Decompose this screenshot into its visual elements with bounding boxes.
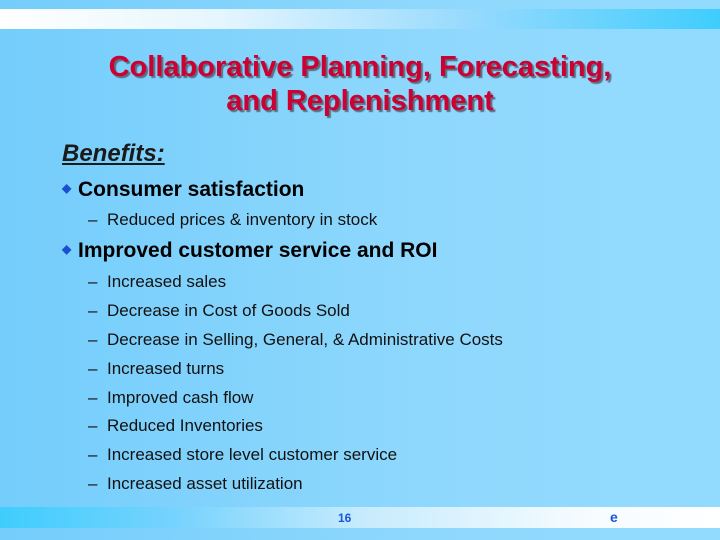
- title-line-1: Collaborative Planning, Forecasting,: [108, 51, 612, 83]
- dash-icon: –: [88, 416, 98, 435]
- bullet-text: Improved customer service and ROI: [78, 239, 438, 262]
- sub-item: – Increased store level customer service: [88, 445, 397, 465]
- sub-item: – Increased asset utilization: [88, 474, 303, 494]
- sub-text: Increased turns: [107, 359, 225, 378]
- sub-text: Reduced Inventories: [107, 416, 263, 435]
- sub-item: – Increased turns: [88, 359, 224, 379]
- bullet-text: Consumer satisfaction: [78, 178, 305, 201]
- sub-text: Improved cash flow: [107, 388, 254, 407]
- dash-icon: –: [88, 272, 98, 291]
- sub-item: – Reduced prices & inventory in stock: [88, 210, 377, 230]
- sub-item: – Decrease in Cost of Goods Sold: [88, 301, 350, 321]
- sub-item: – Improved cash flow: [88, 388, 253, 408]
- dash-icon: –: [88, 301, 98, 320]
- bullet-item: ◆ Consumer satisfaction: [62, 178, 304, 202]
- page-number: 16: [338, 511, 352, 525]
- sub-item: – Reduced Inventories: [88, 416, 263, 436]
- sub-item: – Decrease in Selling, General, & Adminis…: [88, 330, 503, 350]
- benefits-heading: Benefits:: [62, 140, 165, 167]
- sub-text: Decrease in Cost of Goods Sold: [107, 301, 350, 320]
- diamond-bullet-icon: ◆: [62, 181, 72, 195]
- bottom-gradient-bar: [0, 507, 720, 528]
- title-line-2: and Replenishment: [226, 85, 494, 117]
- top-gradient-bar: [0, 9, 720, 29]
- sub-text: Decrease in Selling, General, & Administ…: [107, 330, 503, 349]
- dash-icon: –: [88, 330, 98, 349]
- sub-item: – Increased sales: [88, 272, 226, 292]
- dash-icon: –: [88, 474, 98, 493]
- footer-logo: e: [610, 509, 618, 525]
- dash-icon: –: [88, 445, 98, 464]
- slide-title: Collaborative Planning, Forecasting, and…: [0, 50, 720, 118]
- dash-icon: –: [88, 388, 98, 407]
- dash-icon: –: [88, 210, 98, 229]
- sub-text: Reduced prices & inventory in stock: [107, 210, 378, 229]
- sub-text: Increased store level customer service: [107, 445, 398, 464]
- diamond-bullet-icon: ◆: [62, 242, 72, 256]
- sub-text: Increased sales: [107, 272, 227, 291]
- bullet-item: ◆ Improved customer service and ROI: [62, 239, 437, 263]
- dash-icon: –: [88, 359, 98, 378]
- sub-text: Increased asset utilization: [107, 474, 303, 493]
